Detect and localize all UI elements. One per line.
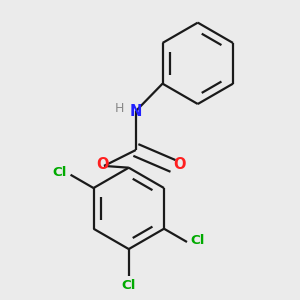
Text: Cl: Cl [190, 234, 205, 247]
Text: H: H [115, 102, 124, 115]
Text: O: O [173, 158, 186, 172]
Text: Cl: Cl [122, 279, 136, 292]
Text: O: O [96, 158, 109, 172]
Text: N: N [130, 103, 142, 118]
Text: Cl: Cl [52, 167, 67, 179]
